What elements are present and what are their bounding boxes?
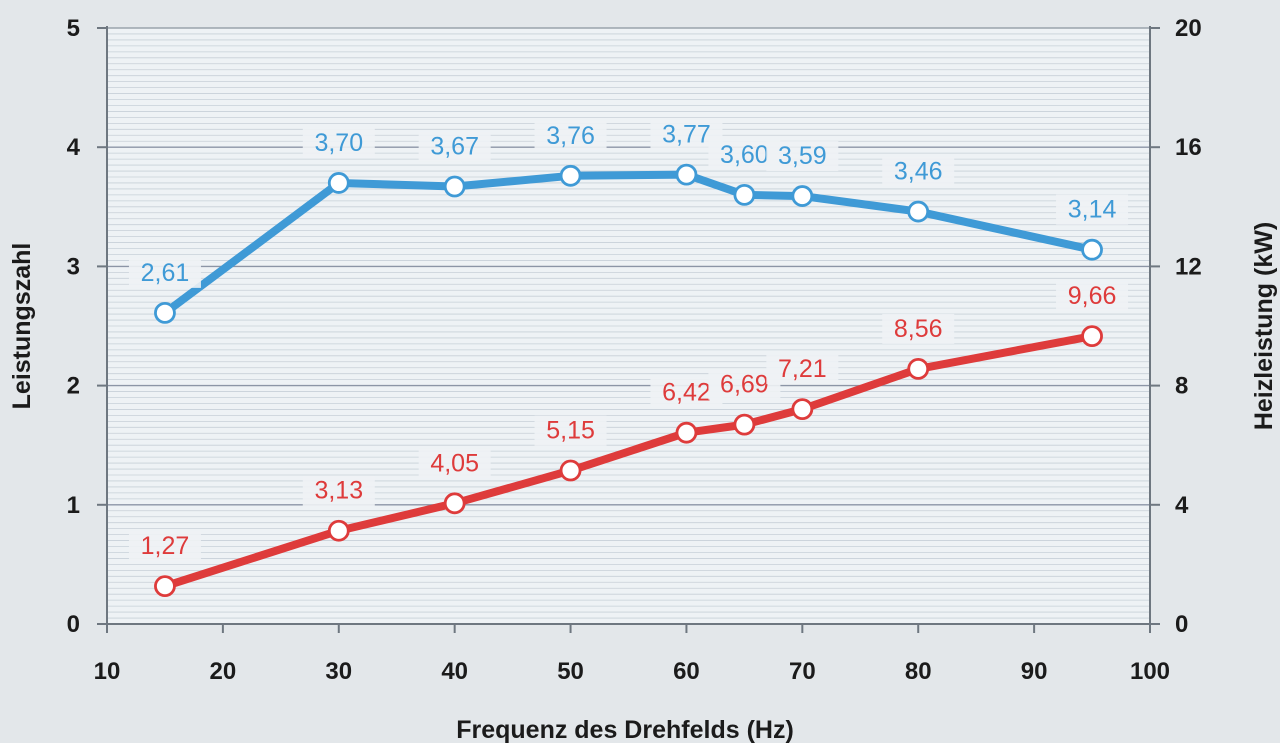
data-point-leistungszahl — [675, 163, 698, 186]
data-label-heizleistung: 8,56 — [894, 315, 943, 343]
data-point-leistungszahl — [154, 301, 176, 324]
data-label-heizleistung: 1,27 — [141, 532, 190, 560]
data-label-heizleistung: 5,15 — [546, 417, 595, 445]
series-layer: 2,61 3,70 3,67 3,76 3,77 3,60 3,59 3,46 3,14 1,27… — [128, 119, 1129, 598]
data-point-leistungszahl — [443, 175, 466, 198]
data-point-heizleistung — [733, 413, 756, 436]
data-label-leistungszahl: 3,60 — [720, 141, 769, 169]
data-label-heizleistung: 3,13 — [314, 477, 363, 505]
y-tick-label-left: 3 — [67, 253, 80, 280]
y-tick-label-right: 0 — [1175, 611, 1188, 638]
data-label-leistungszahl: 3,76 — [546, 122, 595, 150]
data-point-heizleistung — [443, 492, 466, 515]
data-label-bg-heizleistung — [302, 475, 375, 506]
y-axis-title-left: Leistungszahl — [8, 243, 36, 410]
x-axis-title: Frequenz des Drehfelds (Hz) — [456, 716, 794, 743]
data-point-heizleistung — [559, 459, 582, 482]
y-tick-label-right: 16 — [1175, 134, 1202, 161]
data-point-leistungszahl — [733, 183, 756, 206]
x-tick-label: 60 — [673, 658, 700, 685]
data-label-bg-leistungszahl — [1056, 194, 1129, 225]
y-axis-title-right: Heizleistung (kW) — [1250, 222, 1278, 430]
x-tick-label: 80 — [905, 658, 932, 685]
data-label-bg-leistungszahl — [534, 120, 607, 151]
x-tick-label: 10 — [94, 658, 121, 685]
data-label-bg-leistungszahl — [302, 127, 375, 158]
data-point-leistungszahl — [791, 185, 814, 207]
data-label-bg-leistungszahl — [882, 156, 955, 187]
x-tick-label: 100 — [1130, 658, 1170, 685]
data-point-heizleistung — [1081, 325, 1103, 348]
data-point-heizleistung — [154, 575, 176, 598]
data-label-bg-leistungszahl — [766, 141, 839, 172]
y-tick-label-left: 5 — [67, 15, 80, 42]
y-tick-label-right: 12 — [1175, 253, 1202, 280]
data-label-bg-heizleistung — [128, 531, 201, 562]
x-tick-label: 90 — [1021, 658, 1048, 685]
data-label-bg-heizleistung — [418, 448, 491, 479]
data-label-bg-leistungszahl — [418, 131, 491, 162]
data-point-leistungszahl — [559, 164, 582, 187]
data-label-leistungszahl: 2,61 — [141, 259, 190, 287]
x-tick-label: 50 — [557, 658, 584, 685]
y-tick-label-left: 1 — [67, 492, 80, 519]
data-label-leistungszahl: 3,77 — [662, 121, 711, 149]
data-label-bg-heizleistung — [1056, 281, 1129, 312]
data-point-heizleistung — [327, 519, 350, 542]
y-tick-label-right: 20 — [1175, 15, 1202, 42]
data-label-leistungszahl: 3,70 — [314, 129, 363, 157]
x-tick-label: 40 — [441, 658, 468, 685]
data-label-bg-leistungszahl — [128, 257, 201, 288]
data-label-leistungszahl: 3,14 — [1068, 196, 1117, 224]
data-point-leistungszahl — [907, 200, 930, 223]
data-label-bg-heizleistung — [534, 415, 607, 446]
data-label-leistungszahl: 3,67 — [430, 133, 479, 161]
data-point-heizleistung — [907, 358, 930, 380]
data-label-leistungszahl: 3,46 — [894, 158, 943, 186]
data-label-heizleistung: 7,21 — [778, 355, 827, 383]
data-point-leistungszahl — [327, 172, 350, 194]
x-tick-label: 70 — [789, 658, 816, 685]
data-label-heizleistung: 6,69 — [720, 371, 769, 399]
data-label-bg-heizleistung — [882, 313, 955, 344]
data-label-bg-heizleistung — [766, 354, 839, 385]
y-tick-label-left: 0 — [67, 611, 80, 638]
minor-gridlines — [107, 33, 1150, 619]
y-tick-label-left: 4 — [67, 134, 81, 161]
y-tick-label-right: 4 — [1175, 492, 1189, 519]
data-label-leistungszahl: 3,59 — [778, 142, 827, 170]
data-label-heizleistung: 6,42 — [662, 379, 711, 407]
x-tick-label: 30 — [325, 658, 352, 685]
data-label-heizleistung: 4,05 — [430, 449, 479, 477]
major-gridlines — [107, 146, 1150, 506]
data-point-heizleistung — [791, 398, 814, 421]
y-tick-label-right: 8 — [1175, 373, 1188, 400]
data-point-leistungszahl — [1081, 238, 1103, 261]
data-label-heizleistung: 9,66 — [1068, 282, 1117, 310]
x-tick-label: 20 — [210, 658, 237, 685]
y-tick-label-left: 2 — [67, 373, 80, 400]
data-point-heizleistung — [675, 421, 698, 444]
